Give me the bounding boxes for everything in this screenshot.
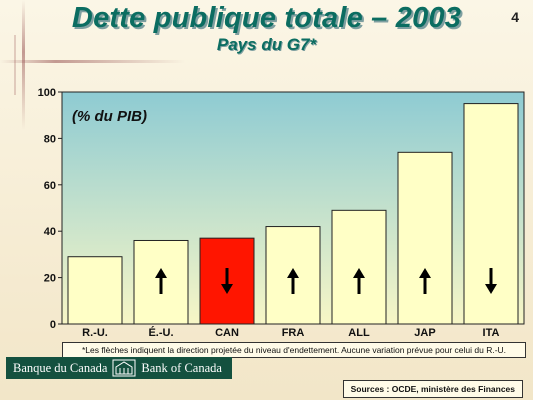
- bank-crest-icon: [112, 359, 136, 377]
- x-tick-label: CAN: [215, 327, 239, 339]
- bar: [331, 209, 387, 325]
- x-tick-label: ITA: [483, 327, 500, 339]
- y-tick-label: 60: [44, 180, 56, 192]
- y-tick-label: 100: [38, 87, 56, 99]
- unit-label: (% du PIB): [72, 108, 147, 125]
- bar: [397, 151, 453, 325]
- x-tick-label: FRA: [282, 327, 305, 339]
- decorative-vertical-line-secondary: [14, 35, 16, 95]
- x-tick-label: R.-U.: [82, 327, 108, 339]
- logo-text-english: Bank of Canada: [141, 360, 222, 375]
- axis-group: 0 20 40 60 80 100: [38, 87, 62, 331]
- y-tick-label: 40: [44, 226, 56, 238]
- arrow-head-icon: [221, 284, 233, 294]
- logo-text-french: Banque du Canada: [13, 360, 108, 375]
- bank-logo: Banque du Canada Bank of Canada: [6, 357, 232, 379]
- x-tick-label: JAP: [414, 327, 435, 339]
- footnote: *Les flèches indiquent la direction proj…: [62, 342, 526, 358]
- bar: [199, 237, 255, 325]
- decorative-horizontal-line: [0, 60, 185, 63]
- arrow-head-icon: [485, 284, 497, 294]
- y-tick-label: 20: [44, 273, 56, 285]
- page-number: 4: [511, 9, 519, 25]
- y-tick-label: 0: [50, 319, 56, 331]
- chart-title: Dette publique totale – 2003: [71, 2, 462, 34]
- arrow-head-icon: [419, 268, 431, 278]
- sources-note: Sources : OCDE, ministère des Finances: [342, 380, 523, 398]
- chart-subtitle: Pays du G7*: [216, 35, 317, 54]
- bar-chart: (% du PIB) 0 20 40 60 80 100 R.-U. É.-U. CAN FRA…: [38, 87, 525, 339]
- bar-group: R.-U. É.-U. CAN FRA ALL JAP ITA: [67, 103, 519, 339]
- bar: [67, 256, 123, 325]
- arrow-head-icon: [353, 268, 365, 278]
- decorative-vertical-line: [22, 0, 25, 130]
- arrow-head-icon: [155, 268, 167, 278]
- arrow-head-icon: [287, 268, 299, 278]
- x-tick-label: É.-U.: [148, 326, 173, 339]
- y-tick-label: 80: [44, 133, 56, 145]
- x-tick-label: ALL: [348, 327, 370, 339]
